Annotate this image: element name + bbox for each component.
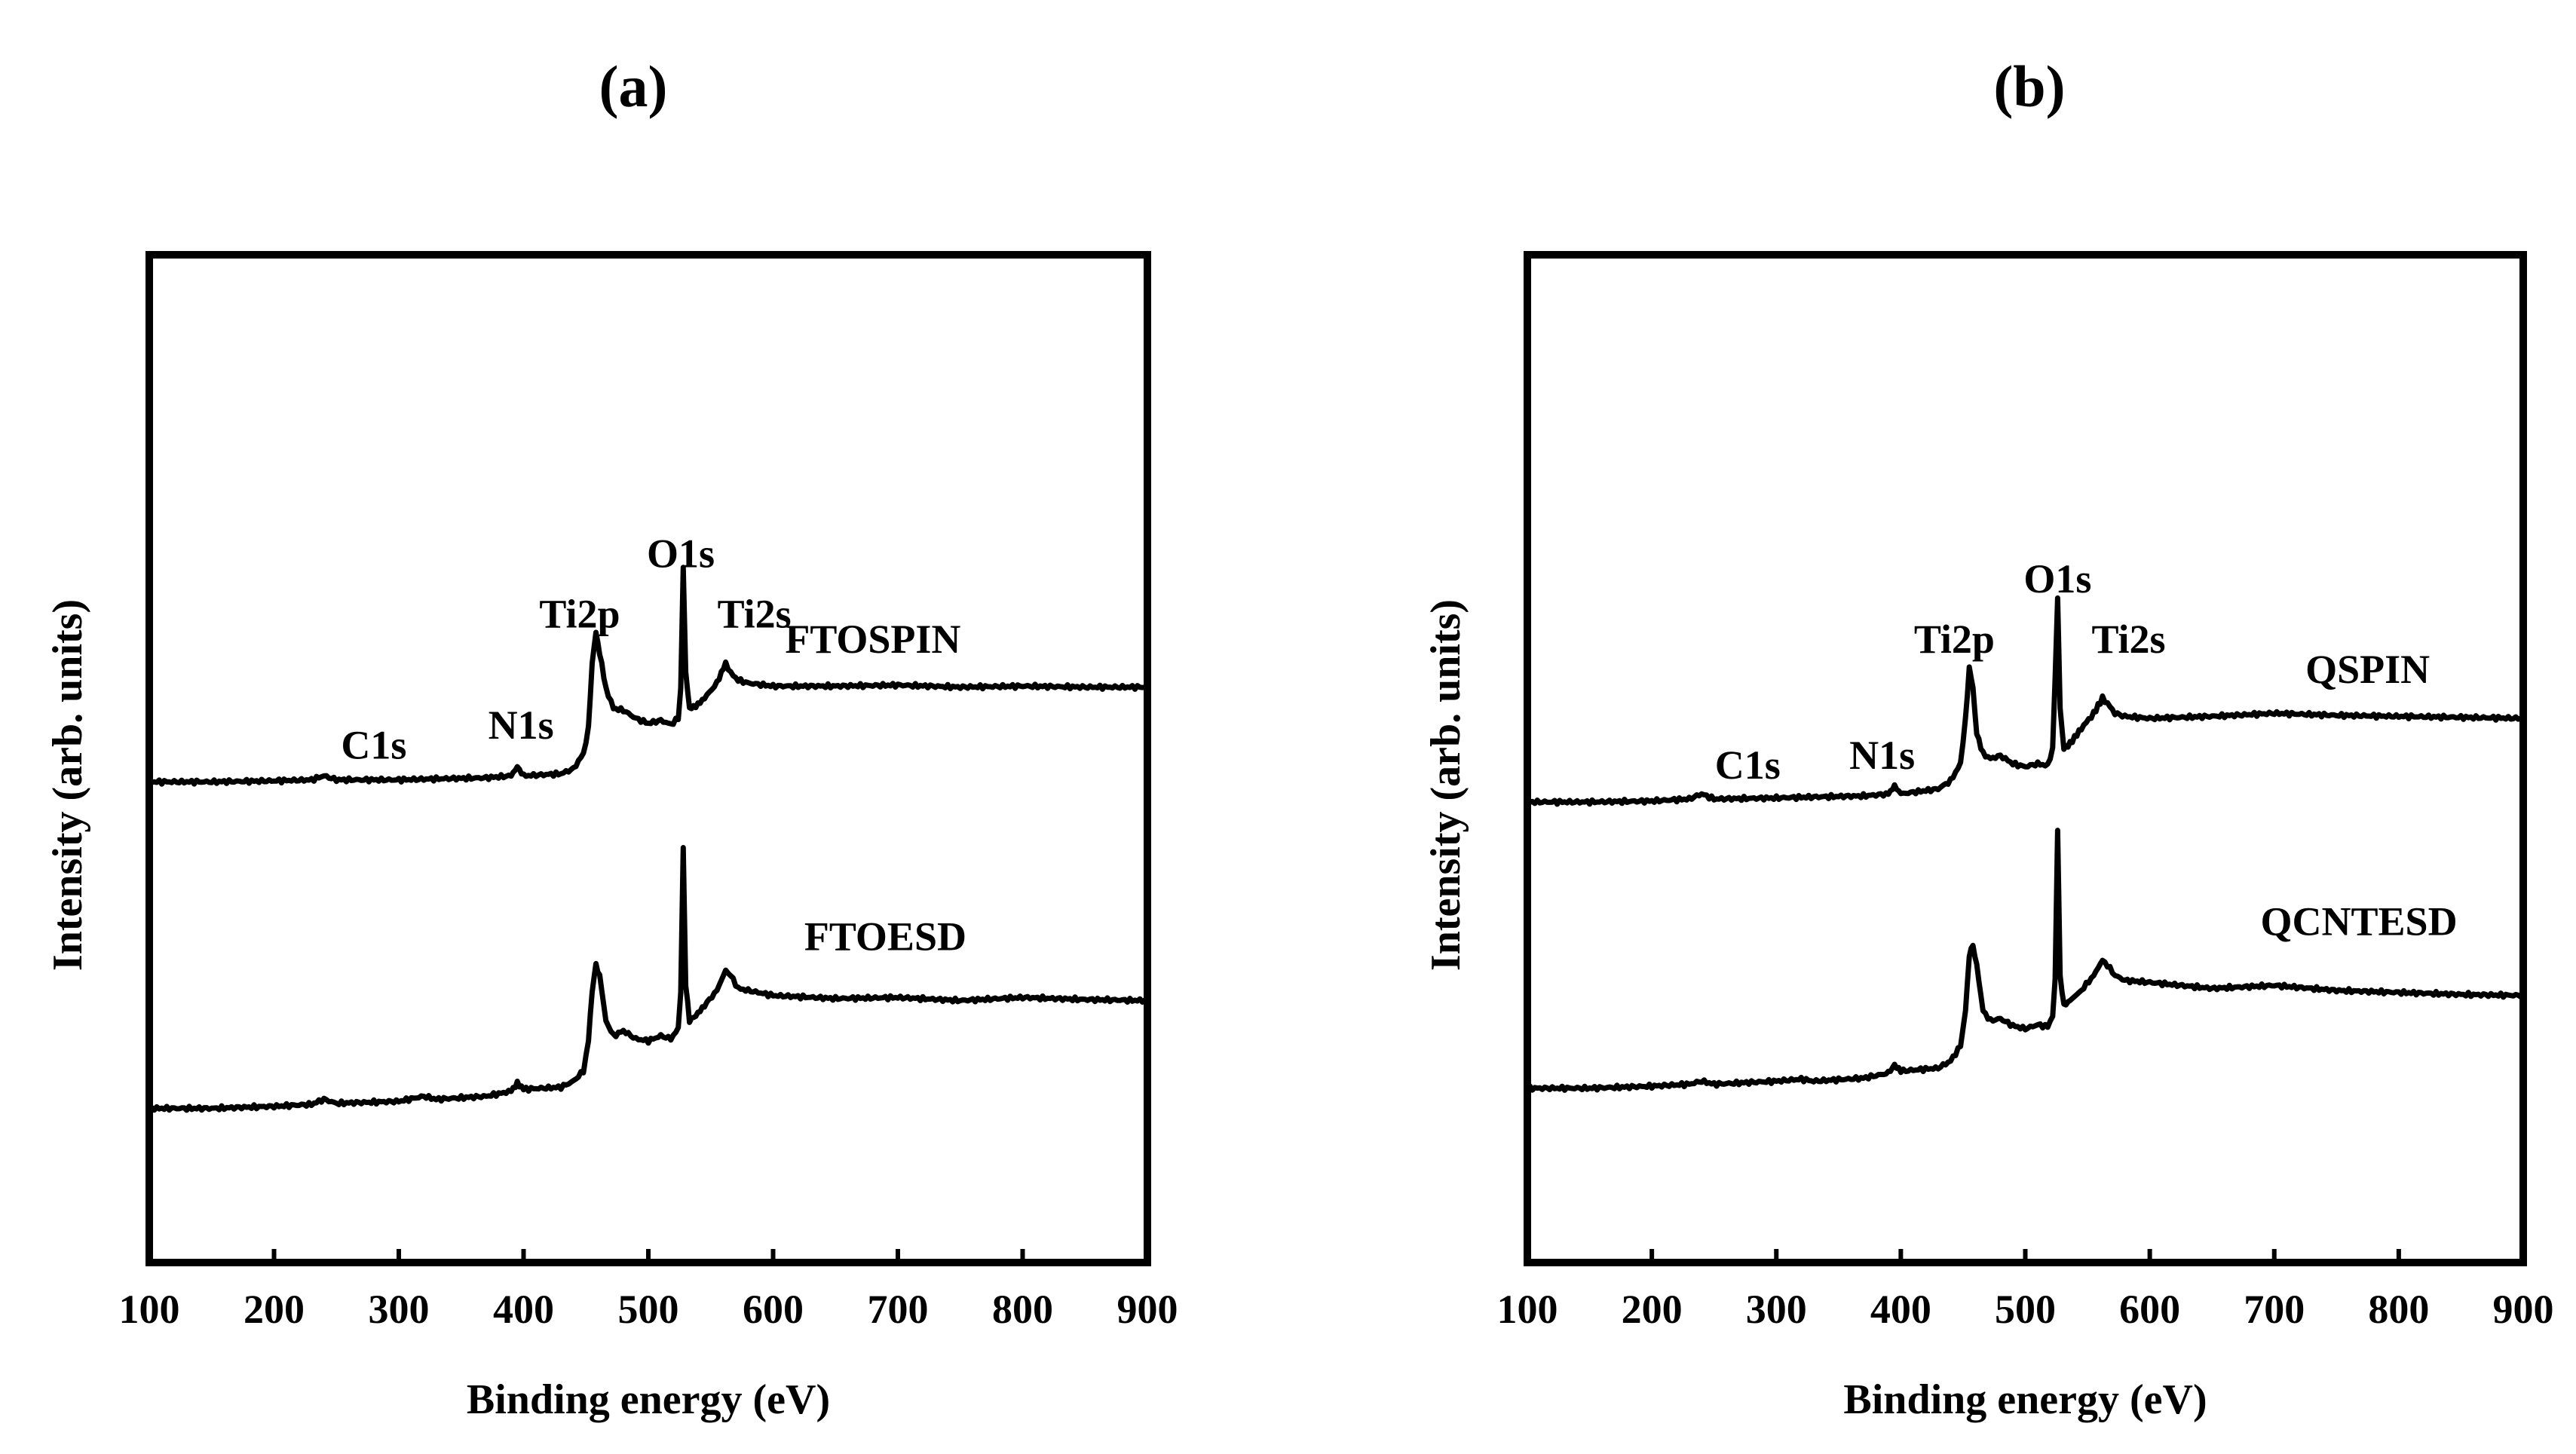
x-tick-label: 500: [618, 1287, 679, 1332]
peak-label-ti2s: Ti2s: [718, 592, 792, 637]
peak-label-ti2p: Ti2p: [539, 592, 620, 637]
x-axis-title: Binding energy (eV): [1843, 1376, 2207, 1423]
x-tick-label: 600: [743, 1287, 804, 1332]
x-tick-label: 700: [868, 1287, 929, 1332]
series-line-qspin: [1526, 595, 2524, 807]
x-tick-label: 500: [1995, 1287, 2056, 1332]
x-tick-label: 900: [1117, 1287, 1178, 1332]
x-tick-label: 200: [244, 1287, 305, 1332]
chart-panel-a: (a): [599, 54, 668, 119]
y-axis-title: Intensity (arb. units): [44, 599, 91, 971]
series-label-qcntesd: QCNTESD: [2261, 898, 2458, 944]
series-label-ftoesd: FTOESD: [804, 914, 966, 960]
peak-label-c1s: C1s: [1715, 742, 1781, 788]
x-tick-label: 300: [369, 1287, 430, 1332]
peak-label-o1s: O1s: [2023, 556, 2091, 601]
plot-a: 100 200 300 400 500 600 700 800 900 Binding energ…: [44, 251, 1178, 1423]
x-axis-title: Binding energy (eV): [467, 1376, 830, 1423]
x-tick-label: 800: [2368, 1287, 2429, 1332]
panel-label-b: (b): [1993, 54, 2066, 119]
plot-frame-a: [145, 251, 1151, 1266]
x-tick-label: 300: [1746, 1287, 1807, 1332]
x-tick-label: 200: [1622, 1287, 1683, 1332]
peak-label-ti2s: Ti2s: [2092, 617, 2166, 662]
chart-panel-b: (b): [1288, 0, 2575, 1454]
plot-b: 100 200 300 400 500 600 700 800 900 Binding energ…: [1423, 251, 2554, 1423]
series-line-qcntesd: [1525, 828, 2525, 1093]
x-tick-label: 800: [992, 1287, 1053, 1332]
series-line-ftoesd: [149, 845, 1148, 1113]
peak-label-n1s: N1s: [489, 703, 554, 748]
x-tick-label: 100: [119, 1287, 180, 1332]
plot-frame-b: [1524, 251, 2527, 1266]
x-tick-label: 400: [1870, 1287, 1931, 1332]
x-tick-label: 700: [2244, 1287, 2305, 1332]
series-label-qspin: QSPIN: [2305, 647, 2430, 692]
x-tick-label: 600: [2119, 1287, 2180, 1332]
peak-label-o1s: O1s: [647, 531, 715, 576]
panel-label-a: (a): [599, 54, 668, 119]
x-tick-label: 100: [1497, 1287, 1558, 1332]
series-label-ftospin: FTOSPIN: [785, 617, 960, 662]
x-tick-label: 400: [493, 1287, 554, 1332]
x-tick-label: 900: [2493, 1287, 2554, 1332]
peak-label-c1s: C1s: [341, 723, 406, 768]
y-axis-title: Intensity (arb. units): [1423, 599, 1469, 971]
peak-label-n1s: N1s: [1849, 733, 1915, 778]
peak-label-ti2p: Ti2p: [1914, 617, 1995, 662]
series-line-ftospin: [148, 565, 1148, 787]
